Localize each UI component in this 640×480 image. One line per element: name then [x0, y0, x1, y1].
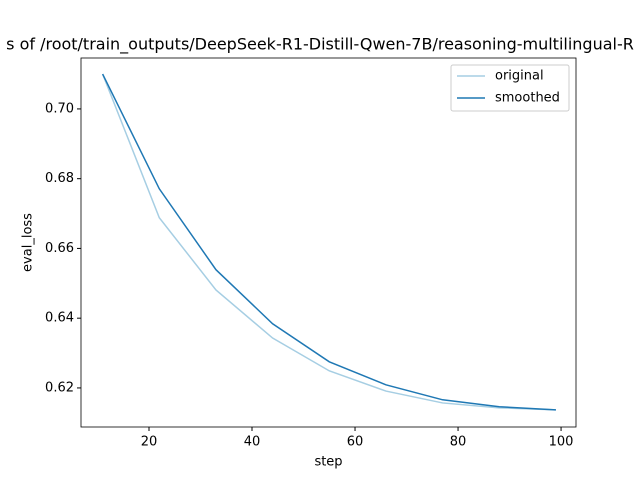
- x-tick-label: 20: [141, 435, 158, 450]
- y-tick-label: 0.68: [45, 171, 74, 186]
- line-series: [101, 73, 556, 411]
- x-axis-label: step: [314, 455, 342, 470]
- y-tick-label: 0.70: [45, 101, 74, 116]
- line-series: [101, 73, 556, 411]
- y-tick-label: 0.64: [45, 311, 74, 326]
- x-tick-label: 40: [244, 435, 261, 450]
- plot-frame: [80, 57, 577, 428]
- y-axis-label: eval_loss: [21, 213, 36, 272]
- legend-label: smoothed: [495, 91, 560, 106]
- x-tick-label: 100: [549, 435, 574, 450]
- legend-label: original: [495, 69, 544, 84]
- x-tick-label: 60: [347, 435, 364, 450]
- x-tick-label: 80: [450, 435, 467, 450]
- y-tick-label: 0.66: [45, 241, 74, 256]
- y-tick-label: 0.62: [45, 380, 74, 395]
- chart-title: s of /root/train_outputs/DeepSeek-R1-Dis…: [6, 35, 634, 55]
